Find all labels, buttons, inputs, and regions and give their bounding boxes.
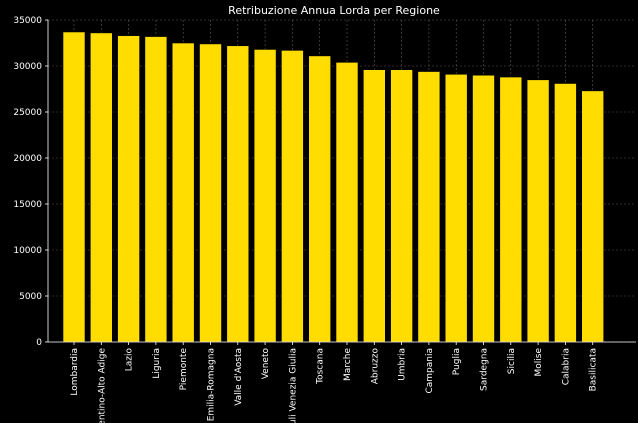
bar-trentino-alto-adige <box>90 32 113 343</box>
y-tick-label: 0 <box>36 338 42 348</box>
bar-lazio <box>117 35 140 343</box>
y-tick-label: 35000 <box>13 16 42 26</box>
x-tick-label: Abruzzo <box>370 348 380 385</box>
y-tick-label: 5000 <box>19 292 42 302</box>
bar-umbria <box>390 69 413 343</box>
y-tick-label: 25000 <box>13 108 42 118</box>
x-tick-label: Piemonte <box>179 348 189 391</box>
y-tick-label: 10000 <box>13 246 42 256</box>
bar-piemonte <box>171 42 195 343</box>
x-tick-label: Sicilia <box>507 348 517 374</box>
x-tick-label: Sardegna <box>480 348 490 391</box>
bar-basilicata <box>581 90 605 343</box>
bars-layer <box>62 31 605 343</box>
bar-toscana <box>308 55 332 343</box>
bar-calabria <box>554 83 577 343</box>
bar-campania <box>417 71 441 343</box>
axis-layer <box>45 19 636 345</box>
y-tick-label: 30000 <box>13 62 42 72</box>
bar-sicilia <box>499 76 523 343</box>
bar-friuli-venezia-giulia <box>281 50 304 343</box>
bar-marche <box>335 62 359 343</box>
x-tick-label: Emilia-Romagna <box>207 348 217 421</box>
y-tick-label: 20000 <box>13 154 42 164</box>
bar-sardegna <box>472 74 495 343</box>
x-tick-label: Campania <box>425 348 435 394</box>
x-tick-label: Marche <box>343 348 353 381</box>
y-tick-label: 15000 <box>13 200 42 210</box>
x-tick-label: Lazio <box>125 348 135 372</box>
x-tick-label: Puglia <box>452 348 462 375</box>
x-tick-label: Toscana <box>316 348 326 385</box>
bar-emilia-romagna <box>199 43 222 343</box>
bar-veneto <box>253 49 277 343</box>
x-tick-label: Basilicata <box>589 348 599 391</box>
labels-layer: 0 5000 10000 15000 20000 25000 30000 35000 Lomba… <box>13 16 598 423</box>
x-tick-label: Veneto <box>261 348 271 380</box>
x-tick-label: Molise <box>534 348 544 377</box>
x-tick-label: Valle d'Aosta <box>234 348 244 406</box>
x-tick-label: Lombardia <box>70 348 80 396</box>
bar-molise <box>526 79 550 343</box>
bar-liguria <box>144 36 168 343</box>
x-tick-label: Calabria <box>561 348 571 385</box>
bar-lombardia <box>62 31 86 343</box>
bar-valle-d-aosta <box>226 45 250 343</box>
x-tick-label: Liguria <box>152 348 162 379</box>
bar-puglia <box>444 73 468 343</box>
x-tick-label: Umbria <box>398 348 408 381</box>
x-tick-label: Trentino-Alto Adige <box>97 348 107 423</box>
x-tick-label: Friuli Venezia Giulia <box>288 348 298 423</box>
chart-title: Retribuzione Annua Lorda per Regione <box>228 4 440 17</box>
bar-abruzzo <box>362 69 386 343</box>
